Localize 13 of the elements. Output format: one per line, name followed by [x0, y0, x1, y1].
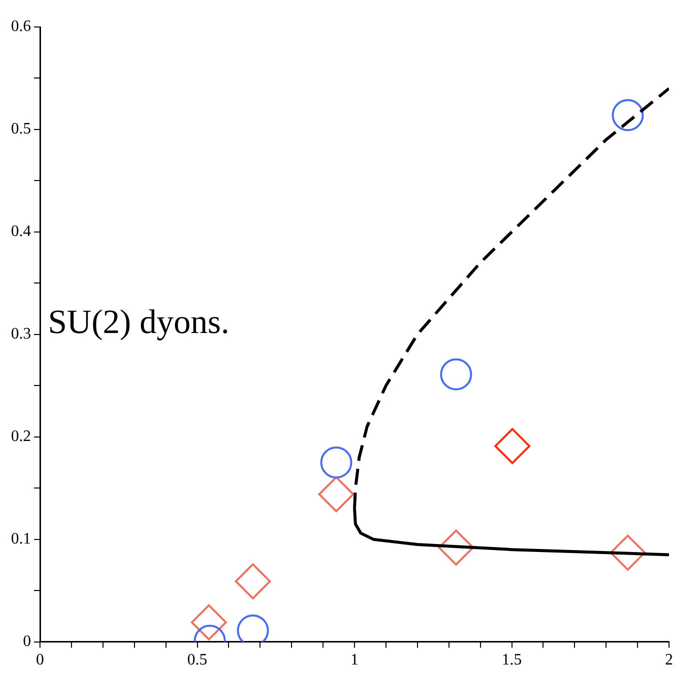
annotation: SU(2) dyons. — [48, 304, 230, 342]
x-tick-label: 1 — [350, 652, 358, 669]
y-tick-label: 0.5 — [11, 120, 31, 138]
y-tick-label: 0 — [23, 633, 31, 650]
x-tick-label: 1.5 — [502, 652, 522, 669]
y-tick-label: 0.3 — [11, 326, 31, 343]
y-tick-label: 0.1 — [11, 530, 31, 548]
y-tick-label: 0.6 — [11, 18, 31, 36]
x-tick-label: 0.5 — [187, 652, 208, 669]
x-tick-label: 2 — [665, 652, 673, 669]
x-tick-label: 0 — [36, 652, 44, 669]
y-tick-label: 0.2 — [11, 428, 31, 446]
y-tick-label: 0.4 — [11, 223, 31, 240]
